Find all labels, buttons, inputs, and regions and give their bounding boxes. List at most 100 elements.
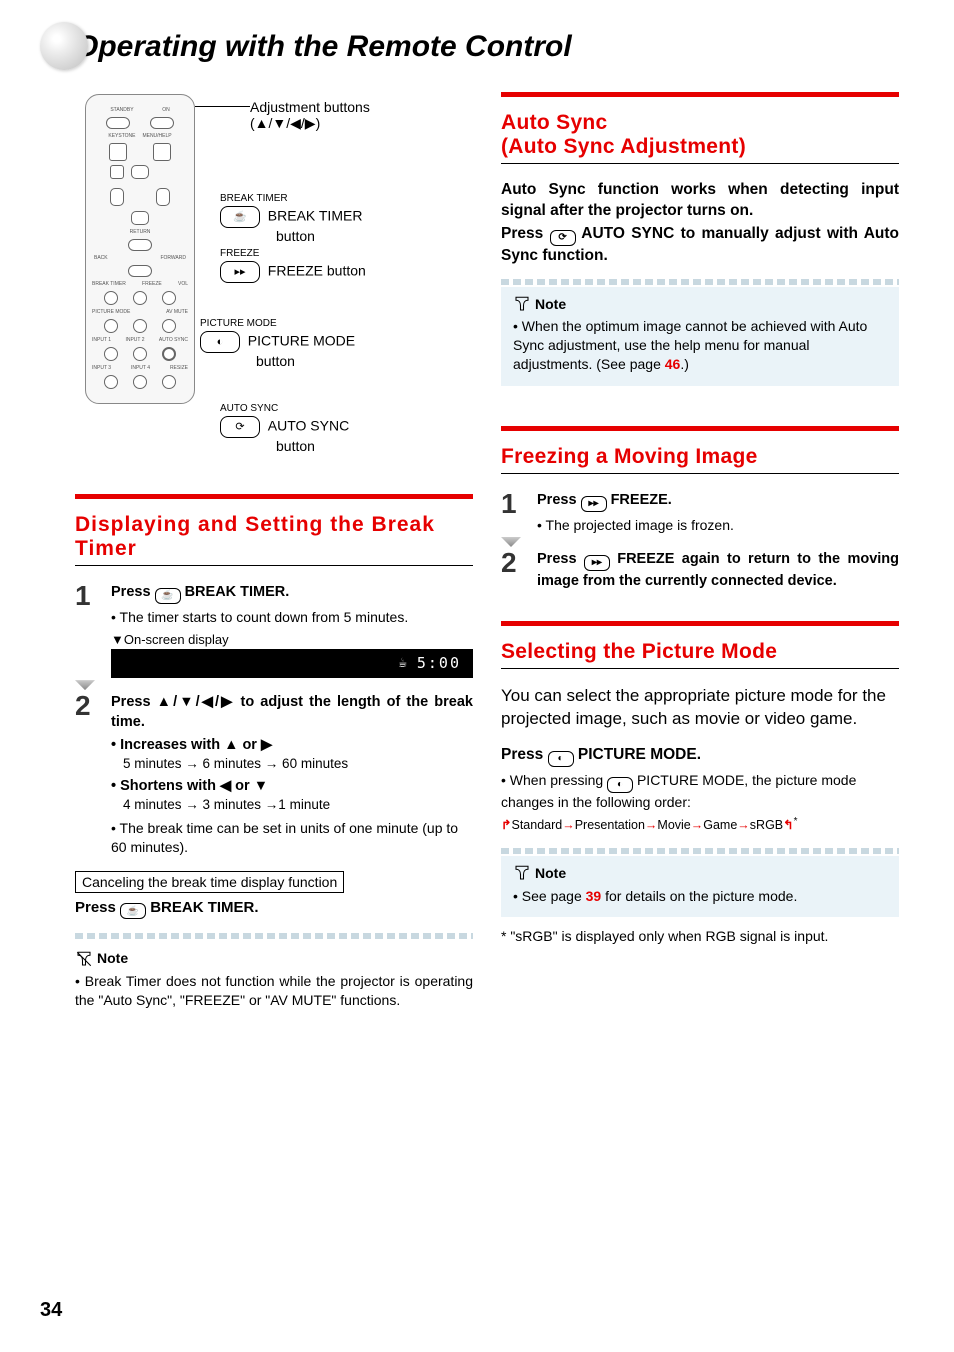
- note-icon: [513, 864, 531, 882]
- bt-s2-head: Press ▲/▼/◀/▶ to adjust the length of th…: [111, 692, 473, 733]
- mode-4: sRGB: [750, 818, 783, 832]
- picmode-icon: ◐: [548, 751, 574, 767]
- bt-s2-inc-ex: 5 minutes → 6 minutes → 60 minutes: [123, 755, 473, 774]
- mode-3: Game: [703, 818, 737, 832]
- autosync-icon: ⟳: [550, 230, 576, 246]
- note-title: Note: [75, 949, 473, 968]
- breaktimer-icon: ☕: [155, 588, 181, 604]
- note-band: [501, 848, 899, 854]
- bt-osd-label: ▼On-screen display: [111, 631, 473, 649]
- freeze-title: Freezing a Moving Image: [501, 445, 899, 469]
- fz-s2a: Press: [537, 551, 584, 567]
- mode-0: Standard: [511, 818, 562, 832]
- breaktimer-step1: 1 Press ☕ BREAK TIMER. The timer starts …: [75, 582, 473, 678]
- cup-icon: ☕: [398, 654, 406, 674]
- section-rule: [75, 494, 473, 499]
- freeze-icon: ▸▸: [584, 555, 610, 571]
- mode-2: Movie: [657, 818, 690, 832]
- bt-s1-bul: The timer starts to count down from 5 mi…: [111, 608, 473, 627]
- step-number: 1: [75, 582, 103, 678]
- autosync-note-body: When the optimum image cannot be achieve…: [513, 318, 867, 372]
- section-rule: [501, 426, 899, 431]
- autosync-title: Auto Sync (Auto Sync Adjustment): [501, 111, 899, 159]
- page-title: Operating with the Remote Control: [75, 30, 899, 64]
- callout-picmode: PICTURE MODE ◐ PICTURE MODE button: [200, 319, 355, 369]
- osd-timer-value: 5:00: [417, 653, 461, 674]
- pm-note-a: See page: [522, 888, 586, 904]
- callout-picmode-small: PICTURE MODE: [200, 319, 355, 329]
- autosync-t1: Auto Sync: [501, 111, 608, 134]
- bt-s1-a: Press: [111, 584, 155, 600]
- autosync-note: Note When the optimum image cannot be ac…: [501, 287, 899, 387]
- remote-diagram: STANDBYON KEYSTONE MENU/HELP RETURN: [75, 84, 473, 464]
- bt-s1-b: BREAK TIMER.: [181, 584, 290, 600]
- breaktimer-title: Displaying and Setting the Break Timer: [75, 513, 473, 561]
- autosync-note-end: .): [680, 356, 689, 372]
- bt-s2-b3: The break time can be set in units of on…: [111, 819, 473, 857]
- callout-autosync: AUTO SYNC ⟳ AUTO SYNC button: [220, 404, 349, 454]
- callout-adjust-l1: Adjustment buttons: [250, 99, 370, 115]
- bt-cancel-a: Press: [75, 899, 120, 916]
- callout-adjust: Adjustment buttons (▲/▼/◀/▶): [250, 99, 370, 132]
- callout-autosync-small: AUTO SYNC: [220, 404, 349, 414]
- pm-press-b: PICTURE MODE.: [574, 746, 701, 763]
- remote-body: STANDBYON KEYSTONE MENU/HELP RETURN: [85, 94, 195, 404]
- callout-freeze: FREEZE ▸▸ FREEZE button: [220, 249, 366, 283]
- note-icon: [513, 295, 531, 313]
- thin-rule: [501, 668, 899, 669]
- fz-s1-b1: The projected image is frozen.: [537, 516, 899, 535]
- breaktimer-icon: ☕: [120, 903, 146, 919]
- mode-chain: ↱Standard→Presentation→Movie→Game→sRGB↰*: [501, 816, 899, 832]
- note-label: Note: [535, 864, 566, 883]
- freeze-icon: ▸▸: [581, 496, 607, 512]
- freeze-btn-icon: ▸▸: [220, 261, 260, 283]
- onscreen-display: ☕ 5:00: [111, 649, 473, 678]
- note-title: Note: [513, 864, 887, 883]
- fz-s1b: FREEZE.: [607, 492, 672, 508]
- picmode-title: Selecting the Picture Mode: [501, 640, 899, 664]
- autosync-note-text: When the optimum image cannot be achieve…: [513, 317, 887, 374]
- freeze-step2: 2 Press ▸▸ FREEZE again to return to the…: [501, 549, 899, 591]
- picmode-footnote: * "sRGB" is displayed only when RGB sign…: [501, 927, 899, 946]
- section-rule: [501, 621, 899, 626]
- mode-1: Presentation: [575, 818, 645, 832]
- thin-rule: [501, 473, 899, 474]
- note-title: Note: [513, 295, 887, 314]
- autosync-p2: Press ⟳ AUTO SYNC to manually adjust wit…: [501, 224, 899, 267]
- picmode-b1: When pressing ◐ PICTURE MODE, the pictur…: [501, 771, 899, 812]
- picmode-note: Note See page 39 for details on the pict…: [501, 856, 899, 918]
- callout-adjust-l2: (▲/▼/◀/▶): [250, 115, 320, 131]
- picmode-note-text: See page 39 for details on the picture m…: [513, 887, 887, 906]
- note-label: Note: [535, 295, 566, 314]
- callout-breaktimer: BREAK TIMER ☕ BREAK TIMER button: [220, 194, 362, 244]
- page-ref-46: 46: [665, 356, 681, 372]
- autosync-p1: Auto Sync function works when detecting …: [501, 180, 899, 222]
- picmode-btn-icon: ◐: [200, 331, 240, 353]
- page-number: 34: [40, 1299, 62, 1322]
- picmode-press: Press ◐ PICTURE MODE.: [501, 745, 899, 767]
- note-band: [501, 279, 899, 285]
- bt-cancel-b: BREAK TIMER.: [146, 899, 259, 916]
- breaktimer-step2: 2 Press ▲/▼/◀/▶ to adjust the length of …: [75, 692, 473, 857]
- thin-rule: [75, 565, 473, 566]
- note-label: Note: [97, 949, 128, 968]
- cancel-box: Canceling the break time display functio…: [75, 871, 344, 893]
- callout-break-l2: button: [276, 228, 315, 244]
- picmode-icon: ◐: [607, 777, 633, 793]
- pm-note-b: for details on the picture mode.: [601, 888, 797, 904]
- title-bullet-icon: [40, 22, 88, 70]
- autosync-btn-icon: ⟳: [220, 416, 260, 438]
- autosync-p2a: Press: [501, 225, 550, 242]
- callout-autosync-l2: button: [276, 438, 315, 454]
- fz-s1a: Press: [537, 492, 581, 508]
- pm-b1a: When pressing: [510, 772, 607, 788]
- page-ref-39: 39: [586, 888, 602, 904]
- callout-autosync-l1: AUTO SYNC: [268, 418, 349, 434]
- bt-note-text: Break Timer does not function while the …: [75, 972, 473, 1010]
- note-icon: [75, 950, 93, 968]
- bt-s2-dec-ex: 4 minutes → 3 minutes →1 minute: [123, 796, 473, 815]
- bt-s2-inc: Increases with ▲ or ▶: [120, 737, 272, 753]
- note-band: [75, 933, 473, 939]
- bt-s2-dec: Shortens with ◀ or ▼: [120, 778, 268, 794]
- thin-rule: [501, 163, 899, 164]
